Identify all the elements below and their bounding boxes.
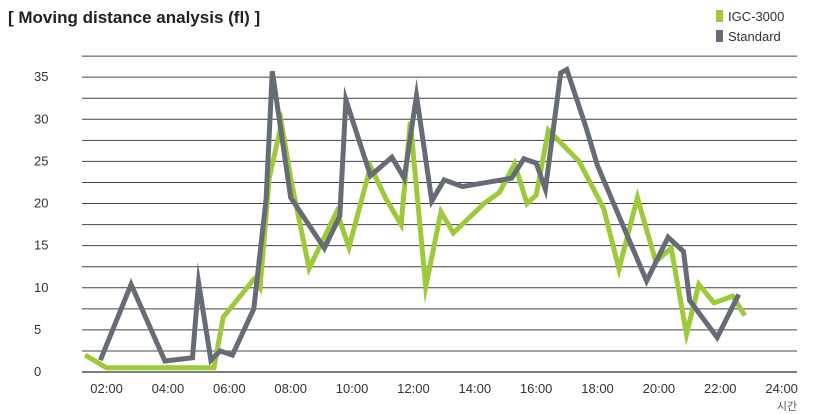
chart-title: [ Moving distance analysis (fl) ] (8, 8, 261, 27)
x-tick-label: 14:00 (459, 381, 492, 396)
x-tick-label: 18:00 (581, 381, 614, 396)
y-axis-tick-labels: 0 5 10 15 20 25 30 35 (34, 69, 48, 379)
x-axis-tick-labels: 02:00 04:00 06:00 08:00 10:00 12:00 14:00 16:00… (90, 381, 798, 396)
series-lines (83, 65, 747, 371)
y-tick-label: 20 (34, 196, 48, 211)
legend: IGC-3000 Standard (716, 9, 784, 44)
x-tick-label: 08:00 (274, 381, 307, 396)
y-tick-label: 15 (34, 238, 48, 253)
x-axis-unit-label: 시간 (777, 400, 797, 413)
y-tick-label: 30 (34, 111, 48, 126)
x-tick-label: 22:00 (704, 381, 737, 396)
x-tick-label: 04:00 (152, 381, 185, 396)
y-tick-label: 25 (34, 153, 48, 168)
x-tick-label: 06:00 (213, 381, 246, 396)
series-line-standard (98, 65, 741, 366)
legend-swatch-standard (716, 30, 723, 42)
y-tick-label: 0 (34, 364, 41, 379)
x-tick-label: 02:00 (90, 381, 123, 396)
legend-label-standard: Standard (728, 29, 781, 44)
legend-swatch-igc-3000 (716, 10, 723, 22)
series-line-igc-3000 (83, 110, 747, 371)
y-tick-label: 10 (34, 280, 48, 295)
x-tick-label: 10:00 (336, 381, 369, 396)
x-tick-label: 24:00 (765, 381, 798, 396)
legend-label-igc-3000: IGC-3000 (728, 9, 784, 24)
x-tick-label: 12:00 (397, 381, 430, 396)
y-tick-label: 5 (34, 322, 41, 337)
x-tick-label: 16:00 (520, 381, 553, 396)
x-tick-label: 20:00 (643, 381, 676, 396)
gridlines (82, 55, 797, 373)
y-tick-label: 35 (34, 69, 48, 84)
